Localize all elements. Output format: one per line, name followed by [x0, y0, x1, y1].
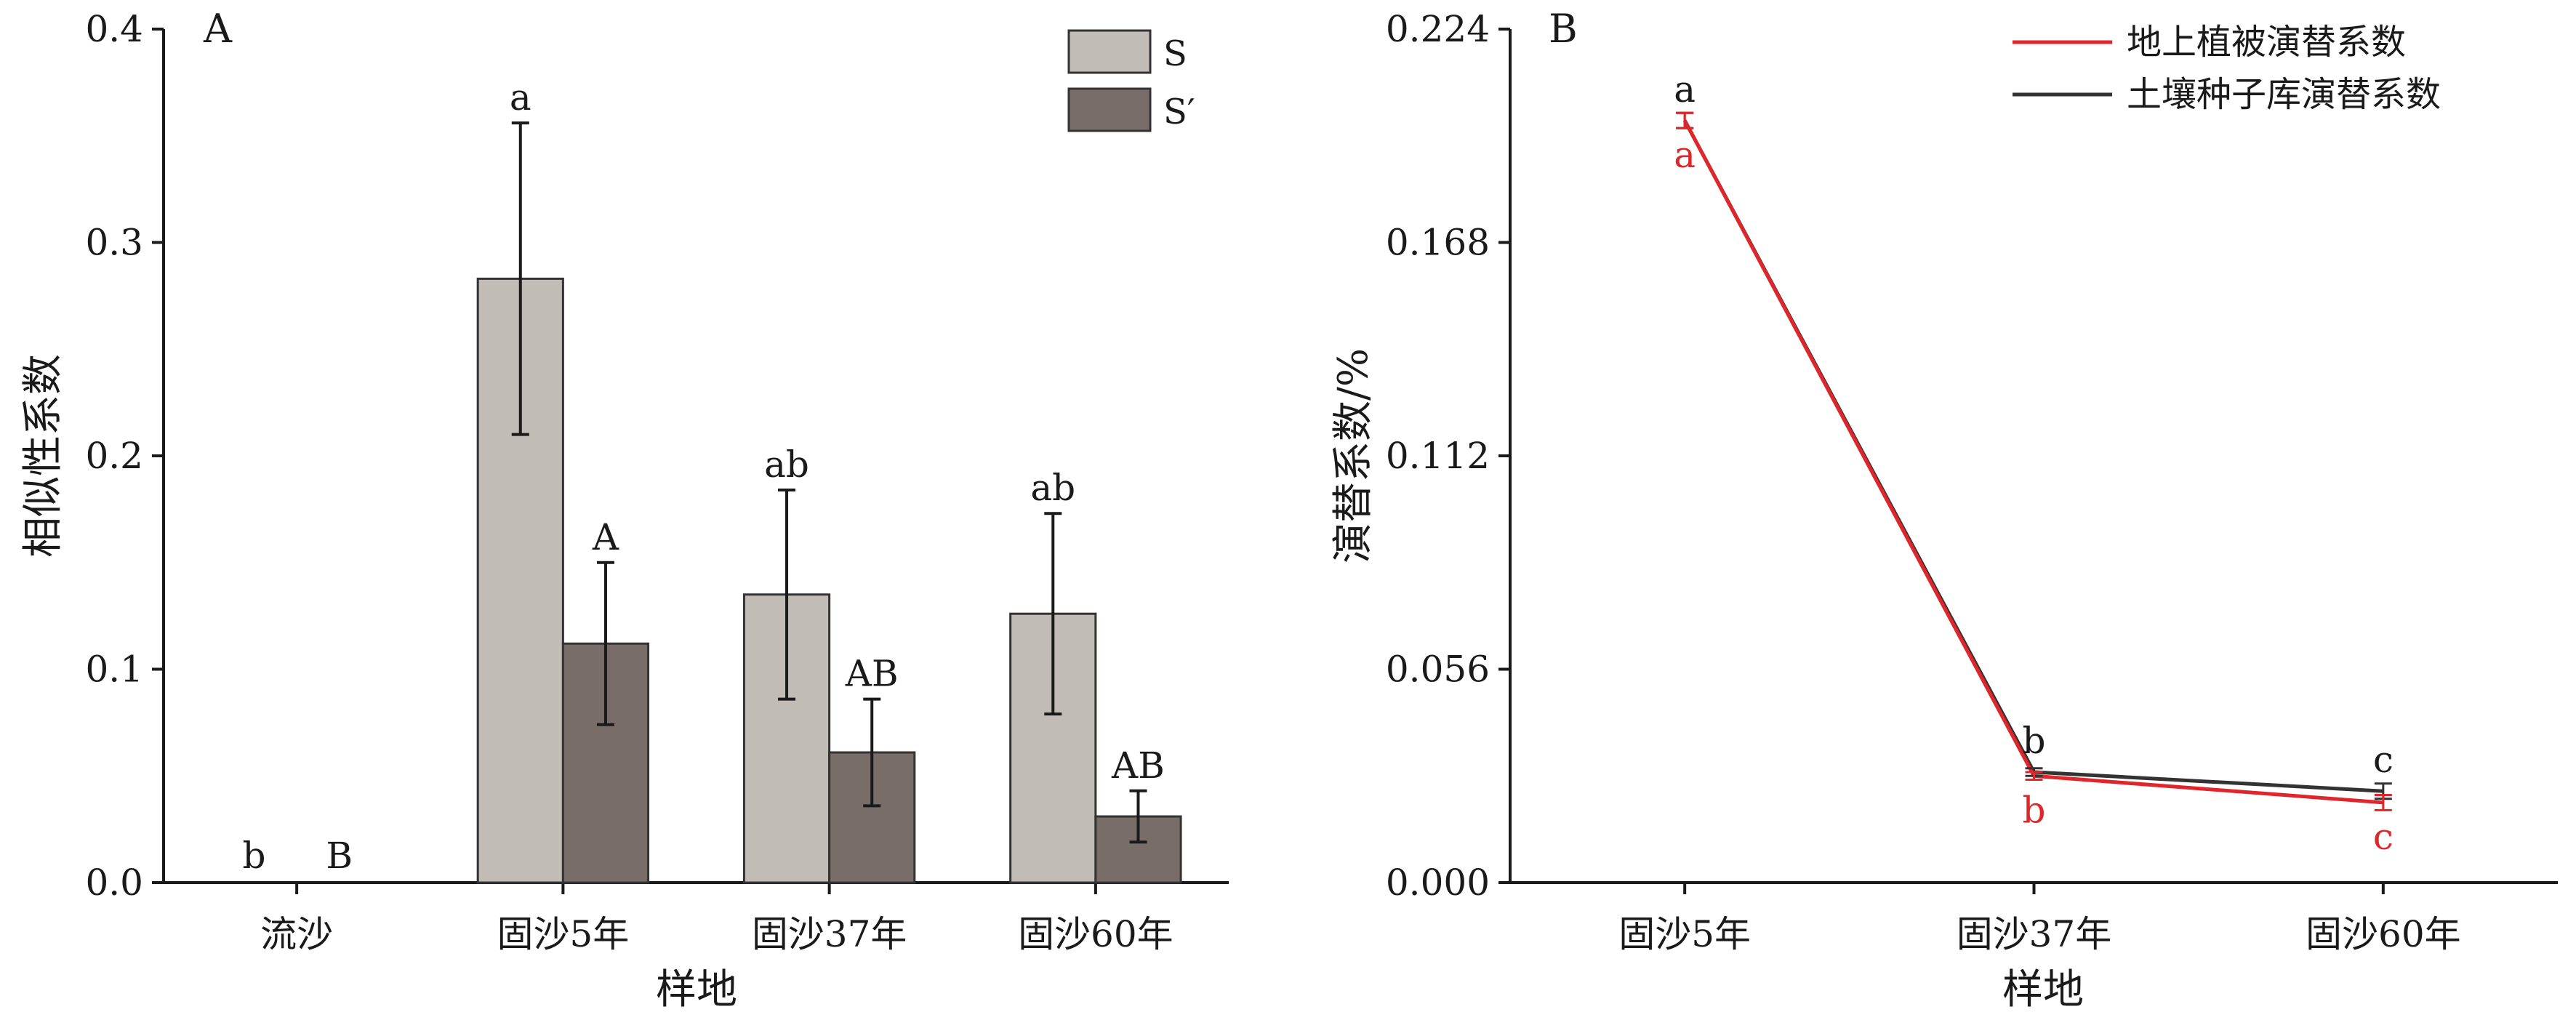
panel-a-x-ticks: 流沙 固沙5年 固沙37年 固沙60年 [260, 883, 1173, 955]
panel-a-bar-chart: 0.0 0.1 0.2 0.3 0.4 流沙 固沙5年 固沙37年 固沙60年 b a ab ab B… [20, 6, 1229, 1013]
legend-swatch-s [1067, 29, 1152, 74]
x-tick-label: 流沙 [260, 913, 333, 955]
legend-label-seedbank: 土壤种子库演替系数 [2127, 74, 2441, 115]
panel-b-y-axis-title: 演替系数/% [1330, 348, 1377, 563]
significance-letter: ab [764, 443, 809, 486]
x-tick-label: 固沙60年 [2306, 913, 2461, 955]
y-tick-label: 0.1 [85, 648, 143, 691]
legend-swatch-s-prime [1067, 87, 1152, 132]
y-tick-label: 0.0 [85, 862, 143, 904]
panel-a-x-axis-title: 样地 [656, 966, 737, 1013]
x-tick-label: 固沙5年 [1618, 913, 1751, 955]
panel-b-significance-letters: a b c a b c [1674, 68, 2394, 858]
panel-a-error-bars [511, 121, 1147, 844]
panel-b-legend: 地上植被演替系数 土壤种子库演替系数 [2013, 22, 2441, 115]
legend-label-s: S [1163, 33, 1187, 74]
x-tick-label: 固沙60年 [1018, 913, 1173, 955]
panel-a-legend: S S′ [1067, 29, 1195, 132]
panel-a-significance-letters: b a ab ab B A AB AB [243, 76, 1165, 877]
y-tick-label: 0.112 [1386, 435, 1490, 477]
significance-letter: c [2373, 739, 2394, 781]
y-tick-label: 0.224 [1386, 8, 1490, 50]
series-line-aboveground [1682, 119, 2384, 805]
panel-b-x-axis-title: 样地 [2002, 966, 2084, 1013]
significance-letter: AB [845, 653, 899, 695]
panel-b-line-chart: 0.000 0.056 0.112 0.168 0.224 固沙5年 固沙37年 固沙60年… [1330, 6, 2558, 1013]
series-line-seedbank [1682, 119, 2383, 793]
panel-a-y-ticks: 0.0 0.1 0.2 0.3 0.4 [85, 8, 164, 904]
panel-b-error-bars [1676, 111, 2392, 811]
significance-letter: b [2022, 789, 2045, 831]
x-tick-label: 固沙37年 [1957, 913, 2112, 955]
x-tick-label: 固沙5年 [497, 913, 629, 955]
legend-label-s-prime: S′ [1163, 92, 1195, 132]
significance-letter: B [326, 835, 353, 877]
significance-letter: a [510, 76, 531, 119]
significance-letter: A [592, 516, 619, 558]
y-tick-label: 0.168 [1386, 222, 1490, 264]
significance-letter: a [1674, 68, 1696, 111]
significance-letter: b [2022, 720, 2045, 762]
y-tick-label: 0.056 [1386, 648, 1490, 691]
significance-letter: a [1674, 134, 1696, 176]
significance-letter: ab [1030, 467, 1075, 509]
y-tick-label: 0.3 [85, 222, 143, 264]
panel-b-y-ticks: 0.000 0.056 0.112 0.168 0.224 [1386, 8, 1510, 904]
panel-b-label: B [1549, 6, 1578, 52]
panel-a-y-axis-title: 相似性系数 [20, 354, 67, 558]
panel-a-bars [476, 277, 1182, 884]
y-tick-label: 0.4 [85, 8, 143, 50]
x-tick-label: 固沙37年 [752, 913, 907, 955]
panel-b-series-lines [1682, 119, 2384, 805]
panel-a-label: A [203, 6, 233, 52]
panel-b-x-ticks: 固沙5年 固沙37年 固沙60年 [1618, 883, 2461, 955]
significance-letter: c [2373, 816, 2394, 858]
y-tick-label: 0.000 [1386, 862, 1490, 904]
y-tick-label: 0.2 [85, 435, 143, 477]
significance-letter: b [243, 835, 266, 877]
legend-label-aboveground: 地上植被演替系数 [2127, 22, 2406, 63]
significance-letter: AB [1111, 744, 1165, 787]
